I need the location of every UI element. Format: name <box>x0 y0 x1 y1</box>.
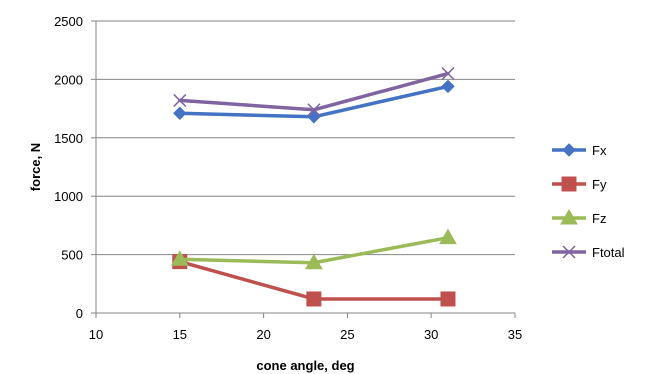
plot-area: 10 15 20 25 30 35 0 500 1000 1500 2000 2500 <box>54 14 522 342</box>
legend-marker-ftotal <box>562 245 576 259</box>
x-tick-label: 25 <box>340 327 354 342</box>
legend-marker-fz <box>560 208 578 225</box>
legend-item-ftotal: Ftotal <box>552 245 625 260</box>
data-point-ftotal <box>173 93 187 107</box>
y-tick-label: 1000 <box>54 189 83 204</box>
data-point-fx <box>173 106 187 120</box>
data-point-fy <box>306 291 322 307</box>
x-axis-title: cone angle, deg <box>256 358 354 373</box>
x-tick-label: 10 <box>89 327 103 342</box>
series-fz <box>170 228 457 270</box>
data-point-fx <box>307 110 321 124</box>
legend-item-fx: Fx <box>552 143 607 158</box>
legend-label-fx: Fx <box>592 143 607 158</box>
data-point-fy <box>440 291 456 307</box>
y-axis-title: force, N <box>28 143 43 191</box>
legend-label-fz: Fz <box>592 211 606 226</box>
data-point-fx <box>441 79 455 94</box>
x-tick-label: 30 <box>424 327 438 342</box>
y-tick-label: 2000 <box>54 72 83 87</box>
series-layer <box>170 67 457 307</box>
legend-marker-fx <box>562 143 576 157</box>
data-point-fz <box>305 253 323 270</box>
x-tick-label: 35 <box>508 327 522 342</box>
legend-label-ftotal: Ftotal <box>592 245 625 260</box>
y-tick-label: 500 <box>61 248 83 263</box>
gridlines <box>96 20 515 256</box>
data-point-fz <box>170 250 189 266</box>
y-axis-ticks: 0 500 1000 1500 2000 2500 <box>54 14 96 321</box>
y-tick-label: 0 <box>76 306 83 321</box>
legend-marker-fy <box>561 176 577 192</box>
data-point-ftotal <box>307 103 321 117</box>
series-ftotal <box>173 67 455 117</box>
y-tick-label: 1500 <box>54 131 83 146</box>
legend-item-fz: Fz <box>552 208 606 226</box>
legend: Fx Fy Fz Ftotal <box>552 143 625 260</box>
data-point-fz <box>439 228 457 245</box>
legend-item-fy: Fy <box>552 176 607 192</box>
x-axis-ticks: 10 15 20 25 30 35 <box>89 313 522 342</box>
x-tick-label: 15 <box>173 327 187 342</box>
data-point-ftotal <box>441 67 455 81</box>
legend-label-fy: Fy <box>592 177 607 192</box>
y-tick-label: 2500 <box>54 14 83 29</box>
x-tick-label: 20 <box>256 327 270 342</box>
